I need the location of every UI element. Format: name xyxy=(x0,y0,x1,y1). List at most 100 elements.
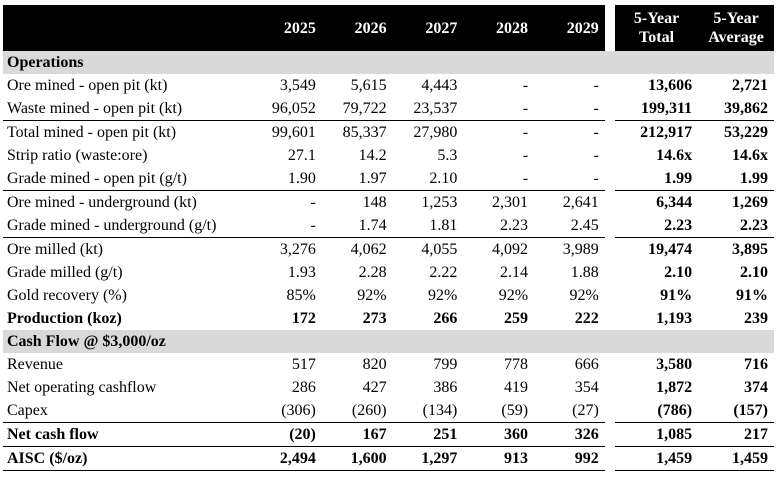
year-value-2025: 172 xyxy=(291,309,316,327)
year-value-2029: - xyxy=(593,76,599,94)
row-label: Ore milled (kt) xyxy=(3,237,252,261)
year-value-2026: 4,062 xyxy=(321,237,393,261)
year-value-2029: 666 xyxy=(574,355,599,373)
year-value-2029: 3,989 xyxy=(534,237,605,261)
year-value-2028: - xyxy=(522,99,529,117)
year-value-2028: (59) xyxy=(501,401,529,419)
five-year-total-value: 2.10 xyxy=(664,263,693,281)
row-label: Total mined - open pit (kt) xyxy=(3,120,252,144)
five-year-total-value: 13,606 xyxy=(648,76,693,94)
table-row: Waste mined - open pit (kt) 96,052 79,722 2… xyxy=(3,97,774,121)
year-value-2025: - xyxy=(310,216,316,234)
year-value-2025: - xyxy=(251,190,322,214)
table-row: Grade mined - open pit (g/t) 1.90 1.97 2.10… xyxy=(3,167,774,191)
section-header-row: Operations xyxy=(3,51,774,74)
table-row: Ore milled (kt) 3,276 4,062 4,055 4,092 3,989… xyxy=(3,237,774,262)
five-year-total-value: 212,917 xyxy=(615,120,699,144)
column-gap xyxy=(605,399,615,423)
year-value-2026: (260) xyxy=(351,401,387,419)
year-value-2028: 913 xyxy=(463,446,535,471)
year-value-2027: 4,055 xyxy=(392,237,464,261)
year-value-2026: 273 xyxy=(362,309,387,327)
column-gap xyxy=(605,167,615,191)
row-label: Revenue xyxy=(7,355,63,373)
column-gap xyxy=(605,307,615,330)
header-year-2025: 2025 xyxy=(251,5,322,51)
header-year-2026: 2026 xyxy=(321,5,393,51)
five-year-average-value: 1,269 xyxy=(698,190,774,214)
table-header: 2025 2026 2027 2028 2029 5-Year Total 5-Y… xyxy=(3,5,774,51)
year-value-2028: 419 xyxy=(504,378,529,396)
five-year-total-value: 19,474 xyxy=(615,237,699,261)
header-average-line2: Average xyxy=(708,29,764,46)
table-row: Net operating cashflow 286 427 386 419 354 1,8… xyxy=(3,376,774,399)
column-gap xyxy=(605,284,615,307)
year-value-2025: (306) xyxy=(281,401,316,419)
year-value-2029: - xyxy=(593,146,599,164)
five-year-average-value: 2,721 xyxy=(732,76,768,94)
five-year-average-value: 1.99 xyxy=(740,169,768,187)
header-row: 2025 2026 2027 2028 2029 5-Year Total 5-Y… xyxy=(3,5,774,51)
year-value-2029: - xyxy=(593,169,599,187)
row-label: Production (koz) xyxy=(7,309,122,327)
five-year-total-value: 2.23 xyxy=(664,216,693,234)
row-label: Grade mined - underground (g/t) xyxy=(7,216,217,234)
header-year-2029: 2029 xyxy=(534,5,605,51)
year-value-2025: 99,601 xyxy=(251,120,322,144)
column-gap xyxy=(605,261,615,284)
five-year-total-value: (786) xyxy=(657,401,693,419)
table-row: Ore mined - open pit (kt) 3,549 5,615 4,443… xyxy=(3,74,774,97)
five-year-average-value: 2.10 xyxy=(740,263,768,281)
column-gap xyxy=(605,121,615,145)
year-value-2025: 3,276 xyxy=(251,237,322,261)
header-five-year-average: 5-Year Average xyxy=(698,5,774,51)
table-row: AISC ($/oz) 2,494 1,600 1,297 913 992 1,459 1,4… xyxy=(3,446,774,471)
year-value-2025: 3,549 xyxy=(279,76,316,94)
section-header-row: Cash Flow @ $3,000/oz xyxy=(3,330,774,353)
header-label-cell xyxy=(3,5,252,51)
header-year-2027: 2027 xyxy=(392,5,464,51)
year-value-2029: - xyxy=(534,120,605,144)
year-value-2026: 820 xyxy=(362,355,387,373)
year-value-2029: 992 xyxy=(534,446,605,471)
year-value-2026: 167 xyxy=(321,422,393,447)
year-value-2027: 4,443 xyxy=(421,76,458,94)
year-value-2026: 148 xyxy=(321,190,393,214)
year-value-2028: 4,092 xyxy=(463,237,535,261)
year-value-2025: 1.93 xyxy=(287,263,316,281)
year-value-2028: - xyxy=(522,169,529,187)
row-label: Grade mined - open pit (g/t) xyxy=(7,169,187,187)
year-value-2028: 360 xyxy=(463,422,535,447)
five-year-total-value: 91% xyxy=(660,286,693,304)
column-gap xyxy=(605,238,615,262)
header-year-2028: 2028 xyxy=(463,5,535,51)
row-label: Capex xyxy=(7,401,48,419)
column-gap xyxy=(605,353,615,376)
column-gap xyxy=(605,191,615,215)
five-year-average-value: 2.23 xyxy=(740,216,768,234)
row-label: AISC ($/oz) xyxy=(3,446,252,471)
header-gap xyxy=(604,5,616,51)
five-year-average-value: 1,459 xyxy=(698,446,774,471)
year-value-2025: 2,494 xyxy=(251,446,322,471)
year-value-2028: 2.14 xyxy=(500,263,529,281)
five-year-total-value: 1,085 xyxy=(615,422,699,447)
year-value-2028: - xyxy=(463,120,535,144)
year-value-2027: 2.22 xyxy=(429,263,458,281)
table-row: Revenue 517 820 799 778 666 3,580 716 xyxy=(3,353,774,376)
year-value-2025: 1.90 xyxy=(287,169,316,187)
year-value-2029: 1.88 xyxy=(570,263,599,281)
five-year-plan-table: 2025 2026 2027 2028 2029 5-Year Total 5-Y… xyxy=(3,5,774,471)
year-value-2028: 2.23 xyxy=(500,216,529,234)
header-total-line1: 5-Year xyxy=(633,10,680,27)
year-value-2028: 92% xyxy=(498,286,529,304)
row-label: Grade milled (g/t) xyxy=(7,263,123,281)
five-year-total-value: 199,311 xyxy=(640,99,693,117)
row-label: Strip ratio (waste:ore) xyxy=(7,146,148,164)
year-value-2025: 96,052 xyxy=(271,99,316,117)
row-label: Ore mined - underground (kt) xyxy=(3,190,252,214)
year-value-2027: (134) xyxy=(422,401,458,419)
year-value-2026: 79,722 xyxy=(342,99,387,117)
year-value-2028: 2,301 xyxy=(463,190,535,214)
year-value-2026: 427 xyxy=(362,378,387,396)
